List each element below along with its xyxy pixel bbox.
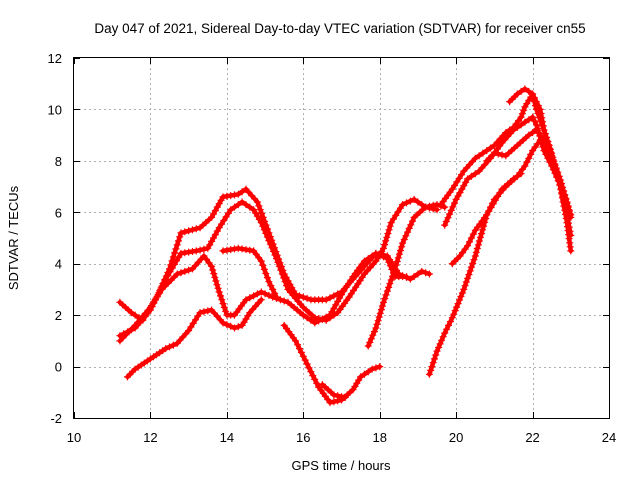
x-tick-label: 22	[525, 430, 539, 445]
y-tick-label: -2	[50, 411, 62, 426]
series-track-5	[219, 244, 280, 301]
chart-title: Day 047 of 2021, Sidereal Day-to-day VTE…	[94, 21, 585, 36]
series-track-14	[425, 170, 525, 378]
x-tick-label: 10	[67, 430, 81, 445]
series-plus-markers	[116, 249, 410, 345]
x-tick-label: 18	[372, 430, 386, 445]
x-tick-label: 16	[296, 430, 310, 445]
y-tick-label: 10	[48, 102, 62, 117]
series-plus-markers	[318, 381, 349, 401]
series-line	[220, 246, 279, 300]
x-axis-label: GPS time / hours	[292, 458, 391, 473]
series-track-3	[116, 249, 410, 345]
x-tick-label: 12	[143, 430, 157, 445]
y-axis-label: SDTVAR / TECUs	[6, 185, 21, 290]
x-tick-label: 14	[220, 430, 234, 445]
series-plus-markers	[425, 170, 525, 378]
series-track-7	[318, 381, 349, 401]
series-track-4	[124, 296, 265, 381]
x-tick-label: 24	[602, 430, 616, 445]
series-track-12	[506, 85, 575, 255]
series-plus-markers	[124, 296, 265, 381]
plot-frame	[73, 57, 610, 419]
y-tick-label: 0	[55, 360, 62, 375]
series-plus-markers	[219, 244, 280, 301]
x-tick-label: 20	[449, 430, 463, 445]
y-tick-label: 8	[55, 154, 62, 169]
y-tick-label: 6	[55, 205, 62, 220]
y-tick-label: 12	[48, 51, 62, 66]
series-track-8	[364, 203, 441, 350]
series-plus-markers	[364, 203, 441, 350]
y-tick-label: 4	[55, 257, 62, 272]
y-tick-label: 2	[55, 308, 62, 323]
grid	[74, 58, 609, 418]
series-plus-markers	[506, 85, 575, 255]
data-series-group	[116, 85, 575, 407]
